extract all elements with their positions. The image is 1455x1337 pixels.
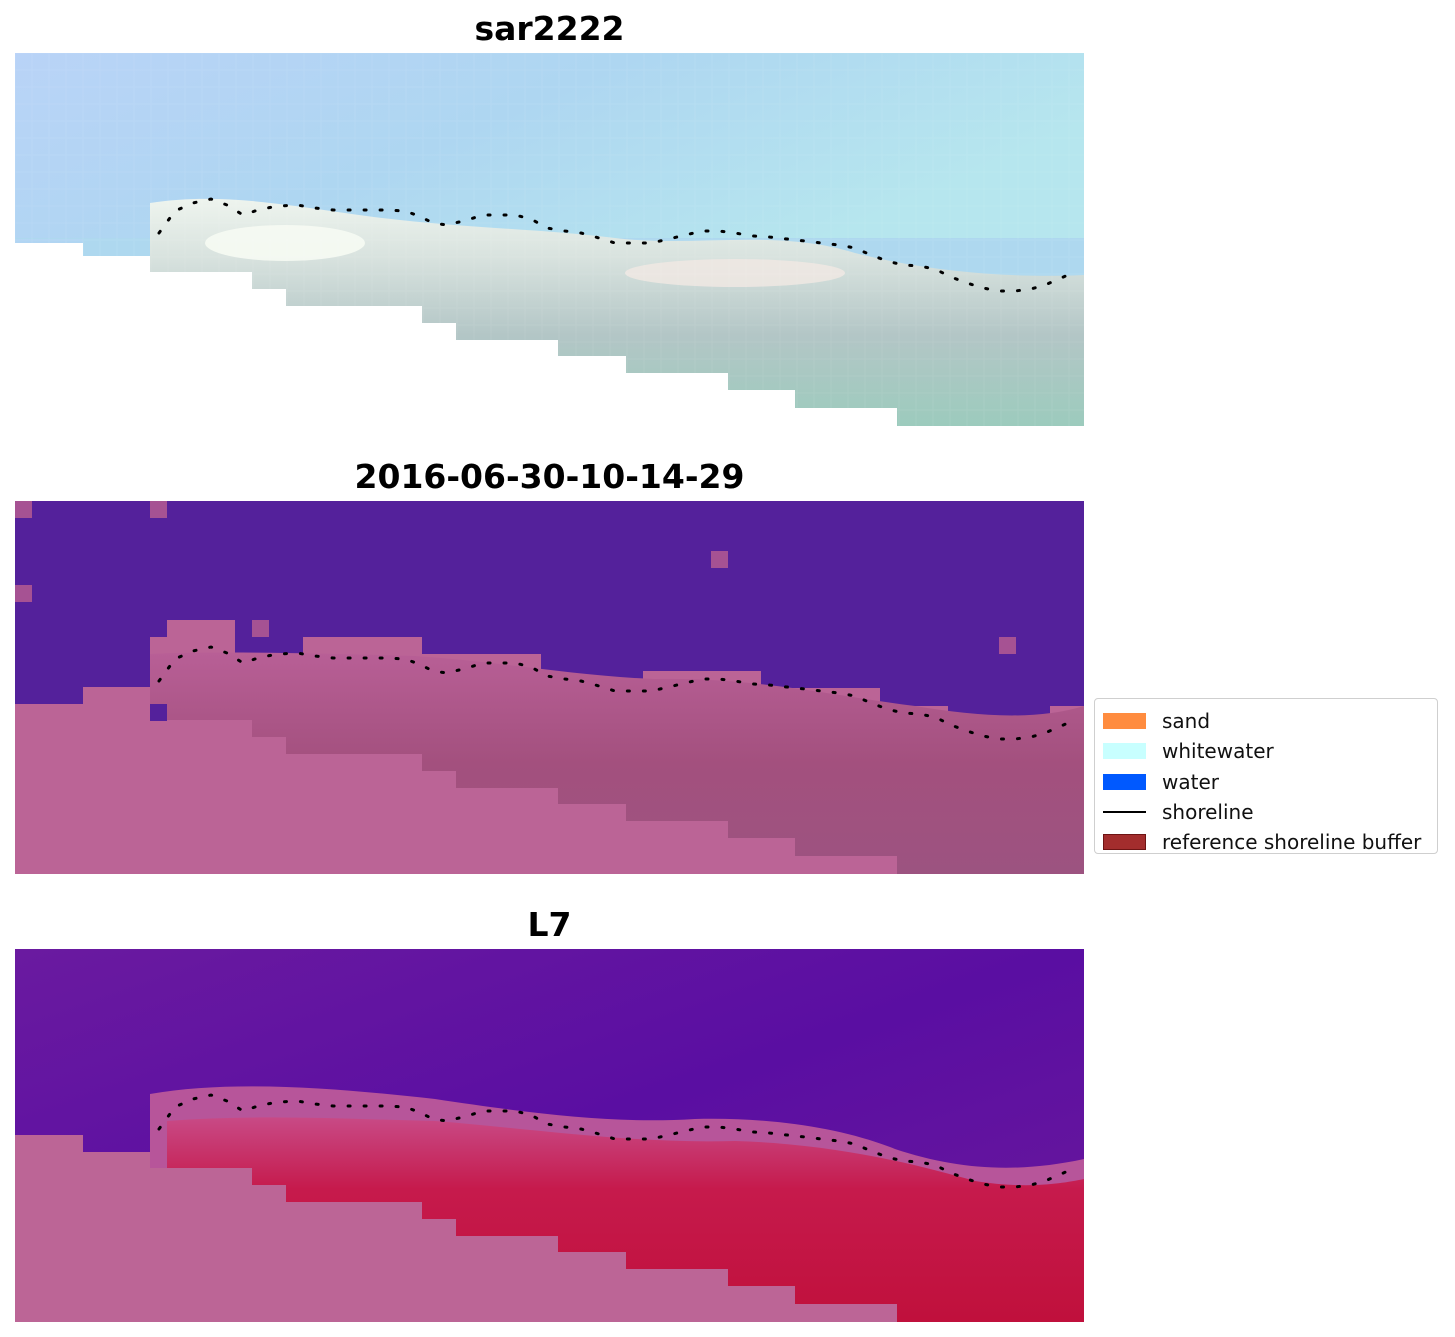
shoreline-line-swatch [1103, 804, 1146, 820]
legend-item-reference-shoreline-buffer: reference shoreline buffer [1103, 827, 1429, 857]
reference-buffer-swatch [1103, 834, 1146, 851]
whitewater-swatch [1103, 743, 1146, 760]
legend: sand whitewater water shoreline referenc… [1094, 698, 1438, 854]
index-image [15, 949, 1084, 1322]
legend-item-sand: sand [1103, 706, 1429, 736]
legend-item-whitewater: whitewater [1103, 736, 1429, 766]
sand-swatch [1103, 713, 1146, 730]
legend-label: sand [1162, 709, 1211, 734]
legend-label: water [1162, 769, 1219, 794]
water-swatch [1103, 773, 1146, 790]
legend-label: whitewater [1162, 739, 1274, 764]
panel-title-rgb: sar2222 [474, 9, 625, 48]
legend-item-shoreline: shoreline [1103, 797, 1429, 827]
classified-image [15, 501, 1084, 874]
legend-item-water: water [1103, 767, 1429, 797]
panel-title-classified: 2016-06-30-10-14-29 [354, 457, 745, 496]
rgb-satellite-image [15, 53, 1084, 426]
panel-title-index: L7 [527, 905, 572, 944]
legend-label: reference shoreline buffer [1162, 830, 1422, 855]
legend-label: shoreline [1162, 800, 1254, 825]
